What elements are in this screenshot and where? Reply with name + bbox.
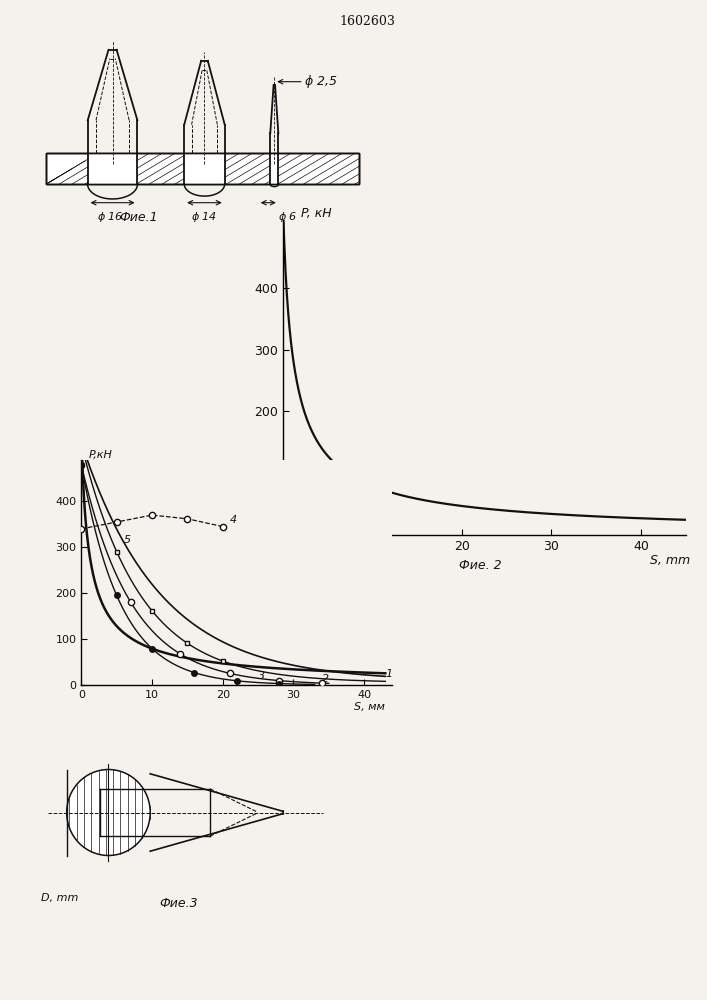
Text: S, mm: S, mm [650, 554, 690, 567]
Bar [47, 153, 359, 184]
Text: Фие.3: Фие.3 [160, 897, 198, 910]
Text: $\phi$ 16: $\phi$ 16 [98, 210, 124, 224]
Text: 1: 1 [385, 669, 392, 679]
Text: 5: 5 [124, 535, 131, 545]
Text: 3: 3 [258, 671, 265, 681]
Bar [185, 153, 225, 184]
Text: 1602603: 1602603 [339, 15, 396, 28]
Text: Фие.1: Фие.1 [119, 211, 158, 224]
Bar [88, 153, 137, 184]
Text: D, mm: D, mm [40, 894, 78, 904]
Bar [47, 153, 359, 184]
Text: P,кН: P,кН [88, 450, 112, 460]
Text: Фие. 2: Фие. 2 [459, 559, 501, 572]
Text: $\phi$ 6: $\phi$ 6 [278, 210, 298, 224]
Text: 2: 2 [322, 674, 329, 684]
Text: S, мм: S, мм [354, 702, 385, 712]
Text: P, кН: P, кН [300, 207, 332, 220]
Bar [270, 153, 279, 184]
Text: $\phi$ 2,5: $\phi$ 2,5 [305, 73, 338, 90]
Text: 4: 4 [230, 515, 237, 525]
Text: $\phi$ 14: $\phi$ 14 [192, 210, 218, 224]
Circle shape [66, 770, 150, 856]
Bar [47, 153, 359, 184]
